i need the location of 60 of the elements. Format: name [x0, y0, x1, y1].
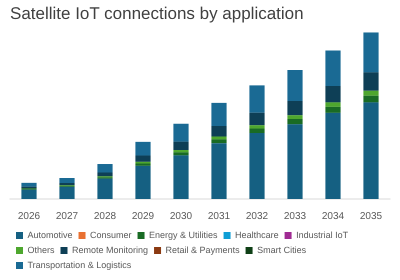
bar: [173, 142, 189, 150]
legend-label: Industrial IoT: [296, 230, 349, 240]
x-tick-label: 2034: [322, 210, 345, 222]
legend-label: Retail & Payments: [166, 244, 240, 255]
bar: [97, 164, 113, 173]
bar: [97, 178, 113, 199]
bar: [249, 128, 265, 134]
bar: [325, 112, 341, 199]
bar: [287, 119, 303, 124]
bar: [173, 155, 189, 199]
bar: [135, 156, 151, 162]
bar: [135, 142, 151, 156]
bar: [287, 70, 303, 102]
bar: [249, 125, 265, 129]
legend-label: Transportation & Logistics: [28, 260, 132, 270]
legend-label: Automotive: [28, 230, 73, 240]
x-tick-label: 2031: [208, 210, 231, 222]
x-tick-label: 2033: [284, 210, 307, 222]
x-tick-label: 2029: [132, 210, 155, 222]
bar: [211, 126, 227, 137]
legend-label: Consumer: [90, 230, 132, 240]
bar: [325, 50, 341, 86]
bar: [287, 101, 303, 116]
chart-title: Satellite IoT connections by application: [10, 4, 304, 23]
bar: [325, 102, 341, 107]
bar: [59, 178, 75, 184]
bar: [287, 124, 303, 199]
bar: [21, 190, 37, 199]
bar: [211, 102, 227, 126]
x-tick-label: 2035: [360, 210, 383, 222]
x-tick-label: 2030: [170, 210, 193, 222]
bar: [97, 172, 113, 176]
legend-label: Smart Cities: [257, 244, 307, 255]
bar: [287, 115, 303, 120]
legend-label: Healthcare: [235, 230, 279, 240]
bar: [173, 124, 189, 142]
bar: [363, 32, 379, 72]
x-tick-label: 2032: [246, 210, 269, 222]
bar: [249, 133, 265, 199]
bar: [325, 106, 341, 113]
bar: [21, 182, 37, 187]
bar: [363, 102, 379, 199]
bar: [363, 72, 379, 91]
legend-label: Remote Monitoring: [72, 244, 148, 255]
bar: [249, 112, 265, 126]
bar: [211, 136, 227, 140]
bar: [59, 186, 75, 199]
legend-label: Energy & Utilities: [149, 230, 218, 240]
x-tick-label: 2026: [18, 210, 41, 222]
bar: [325, 86, 341, 102]
bar: [211, 139, 227, 144]
bar: [135, 166, 151, 199]
bar: [211, 143, 227, 199]
legend-label: Others: [28, 244, 56, 255]
bar: [363, 96, 379, 102]
bar: [363, 90, 379, 96]
bar: [249, 85, 265, 113]
x-tick-label: 2027: [56, 210, 79, 222]
bar: [173, 152, 189, 156]
x-tick-label: 2028: [94, 210, 117, 222]
